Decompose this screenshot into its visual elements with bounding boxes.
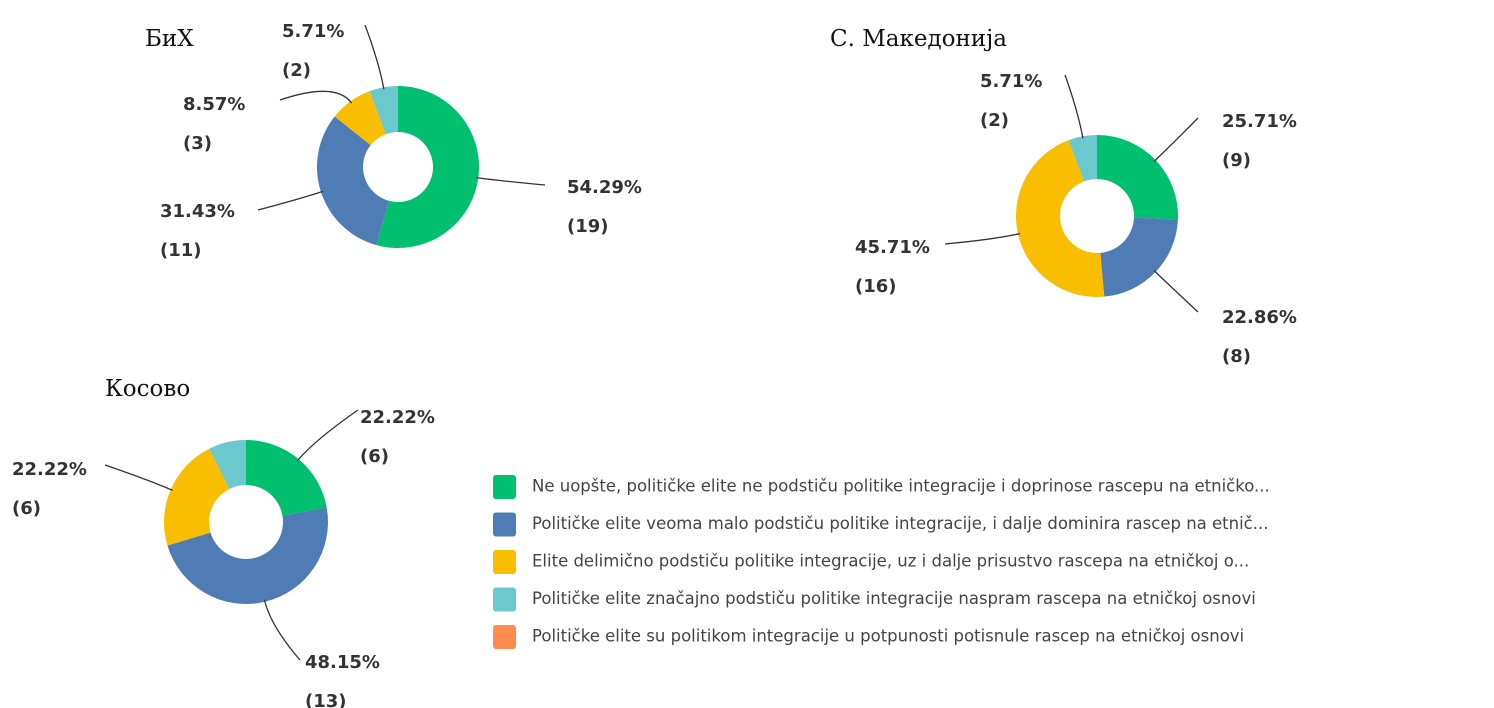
leader-line	[257, 190, 324, 211]
count-label: (9)	[1222, 150, 1251, 171]
value-label: 5.71%	[282, 21, 344, 42]
donut-slice	[316, 116, 389, 246]
chart-title: С. Македонија	[830, 26, 1007, 52]
count-label: (19)	[567, 216, 609, 237]
donut-slice	[167, 507, 329, 605]
legend-swatch	[493, 587, 516, 612]
legend-label: Političke elite su politikom integracije…	[532, 627, 1244, 646]
count-label: (11)	[160, 240, 202, 261]
legend-label: Elite delimično podstiču politike integr…	[532, 552, 1249, 571]
count-label: (2)	[980, 110, 1009, 131]
leader-line	[944, 232, 1021, 245]
legend-swatch	[493, 512, 516, 537]
value-label: 22.22%	[12, 459, 87, 480]
count-label: (8)	[1222, 346, 1251, 367]
legend-label: Ne uopšte, političke elite ne podstiču p…	[532, 477, 1270, 496]
value-label: 54.29%	[567, 177, 642, 198]
value-label: 48.15%	[305, 652, 380, 673]
value-label: 22.22%	[360, 407, 435, 428]
value-label: 25.71%	[1222, 111, 1297, 132]
value-label: 5.71%	[980, 71, 1042, 92]
legend-swatch	[493, 550, 516, 574]
leader-line	[263, 599, 301, 661]
leader-line	[279, 90, 353, 104]
legend-label: Političke elite značajno podstiču politi…	[532, 589, 1256, 608]
chart-title: Косово	[105, 376, 190, 402]
value-label: 45.71%	[855, 237, 930, 258]
donut-slice	[246, 440, 327, 516]
leader-line	[1153, 270, 1199, 313]
legend-label: Političke elite veoma malo podstiču poli…	[532, 514, 1268, 533]
leader-line	[1064, 74, 1084, 139]
count-label: (2)	[282, 60, 311, 81]
chart-title: БиХ	[145, 26, 194, 52]
count-label: (6)	[12, 498, 41, 519]
count-label: (16)	[855, 276, 897, 297]
value-label: 8.57%	[183, 94, 245, 115]
count-label: (3)	[183, 133, 212, 154]
legend-swatch	[493, 475, 516, 499]
leader-line	[1153, 117, 1199, 162]
donut-slice	[376, 86, 479, 248]
leader-line	[476, 176, 546, 186]
donut-slice	[1016, 140, 1105, 297]
donut-slice	[1097, 135, 1178, 220]
legend-swatch	[493, 625, 516, 649]
donut-slice	[209, 440, 246, 489]
count-label: (13)	[305, 691, 347, 708]
leader-line	[104, 464, 173, 491]
value-label: 22.86%	[1222, 307, 1297, 328]
leader-line	[296, 409, 359, 462]
leader-line	[364, 24, 385, 90]
donut-slice	[164, 448, 230, 546]
donut-slice	[1100, 217, 1178, 297]
donut-slice	[369, 86, 398, 135]
value-label: 31.43%	[160, 201, 235, 222]
donut-slice	[1068, 135, 1097, 182]
donut-slice	[334, 91, 386, 146]
count-label: (6)	[360, 446, 389, 467]
